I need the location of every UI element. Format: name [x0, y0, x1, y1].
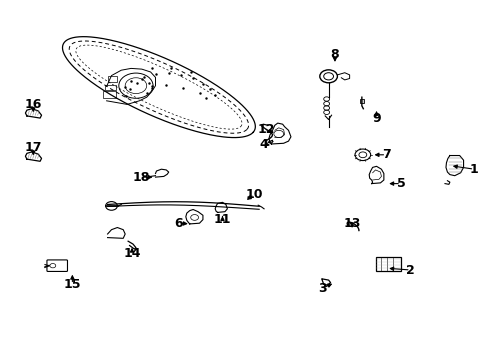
Text: 4: 4	[259, 138, 268, 150]
Text: 3: 3	[318, 282, 326, 294]
FancyBboxPatch shape	[359, 99, 363, 103]
Text: 15: 15	[63, 278, 81, 291]
Text: 7: 7	[381, 148, 390, 161]
Text: 2: 2	[406, 264, 414, 276]
Text: 5: 5	[396, 177, 405, 190]
Text: 11: 11	[213, 213, 231, 226]
Text: 12: 12	[257, 123, 275, 136]
Text: 6: 6	[174, 217, 183, 230]
Text: 18: 18	[132, 171, 149, 184]
Text: 16: 16	[24, 98, 42, 111]
Text: 14: 14	[123, 247, 141, 260]
Text: 1: 1	[469, 163, 478, 176]
Text: 10: 10	[245, 188, 263, 201]
Text: 17: 17	[24, 141, 42, 154]
Text: 9: 9	[371, 112, 380, 125]
Text: 13: 13	[343, 217, 360, 230]
Text: 8: 8	[330, 48, 339, 60]
